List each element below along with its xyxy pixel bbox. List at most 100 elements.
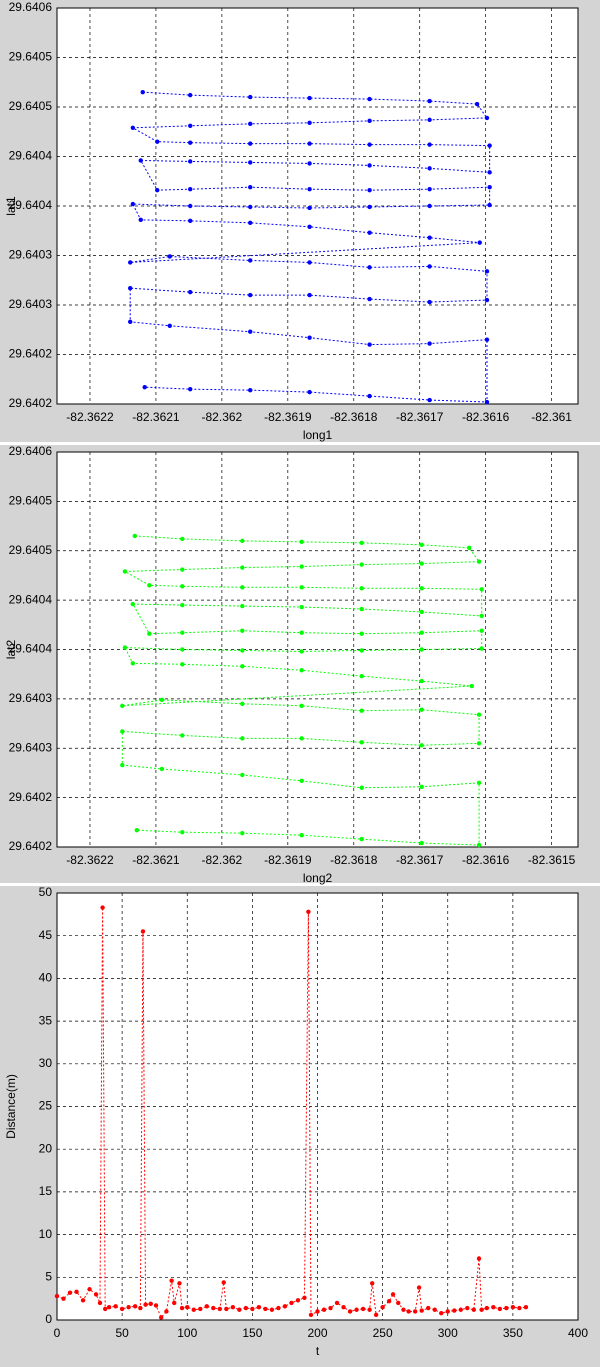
data-point [445,1309,450,1314]
data-point [360,1306,366,1312]
data-point [282,1304,288,1309]
data-point [367,142,372,147]
x-tick-label: -82.3618 [330,410,378,424]
data-point [180,662,185,667]
data-point [367,1307,372,1312]
data-point [321,1307,327,1312]
data-point [452,1308,457,1313]
data-point [230,1304,236,1310]
data-point [269,1307,275,1312]
data-point [248,387,253,393]
data-point [427,142,432,147]
data-point [153,1303,159,1308]
x-axis-label: long2 [303,871,333,885]
data-point [211,1305,216,1311]
data-point [248,258,253,263]
data-point [172,1300,177,1306]
data-point [248,94,253,100]
y-tick-label: 29.6403 [9,691,53,705]
x-tick-label: -82.3622 [66,410,114,424]
data-point [188,203,193,209]
data-point [248,121,253,127]
data-point [128,285,133,291]
data-point [240,565,245,570]
y-tick-label: 40 [39,971,53,985]
data-point [106,1304,112,1310]
y-tick-label: 0 [45,1312,52,1326]
data-point [367,296,372,302]
data-point [419,647,424,652]
data-point [180,536,185,542]
data-point [224,1306,229,1312]
data-point [359,562,364,567]
data-point [250,1306,255,1312]
x-tick-label: -82.362 [202,853,243,867]
data-point [132,1304,138,1309]
data-point [427,166,432,171]
data-point [419,561,424,566]
data-point [347,1309,353,1314]
data-point [367,265,372,270]
data-point [390,1292,396,1297]
data-point [307,224,312,229]
data-point [367,163,372,168]
data-point [476,1256,482,1261]
data-point [97,1300,103,1306]
data-point [419,586,424,591]
data-point [432,1307,437,1312]
data-point [217,1306,223,1312]
data-point [367,187,372,193]
data-point [180,630,185,635]
x-tick-label: -82.362 [202,410,243,424]
data-point [188,123,193,129]
data-line [129,91,491,403]
data-point [419,542,424,548]
data-point [487,143,492,148]
data-point [248,141,253,146]
data-point [471,1307,476,1312]
data-point [491,1304,496,1310]
y-tick-label: 29.6405 [9,99,53,113]
data-point [367,393,372,399]
data-point [427,264,432,269]
data-point [479,646,484,651]
data-point [427,235,432,240]
data-point [128,319,133,325]
data-point [299,564,304,569]
y-tick-label: 29.6404 [9,149,53,163]
data-point [359,586,364,591]
x-tick-label: -82.3618 [330,853,378,867]
data-point [188,140,193,145]
x-tick-label: 200 [307,1326,327,1340]
data-point [484,297,490,303]
data-point [465,1305,470,1311]
data-point [120,762,125,768]
data-point [263,1306,268,1312]
data-point [54,1293,60,1299]
data-point [517,1305,522,1311]
y-axis-label: lat2 [4,640,18,660]
data-point [354,1307,359,1312]
data-line [121,535,483,846]
data-point [248,329,253,334]
y-tick-label: 50 [39,885,53,899]
data-point [484,269,490,274]
data-point [126,1304,131,1310]
data-point [299,585,304,590]
axes-frame [56,7,579,405]
data-point [188,289,193,295]
data-point [142,384,147,390]
data-point [188,186,193,192]
data-point [367,96,372,102]
data-point [523,1304,529,1310]
data-point [240,538,245,544]
data-point [359,631,364,636]
y-tick-label: 29.6403 [9,297,53,311]
data-point [487,202,492,208]
data-point [307,95,312,101]
data-point [307,186,312,192]
data-point [198,1306,203,1312]
data-point [240,701,245,707]
data-point [479,1307,484,1312]
data-point [299,630,304,635]
